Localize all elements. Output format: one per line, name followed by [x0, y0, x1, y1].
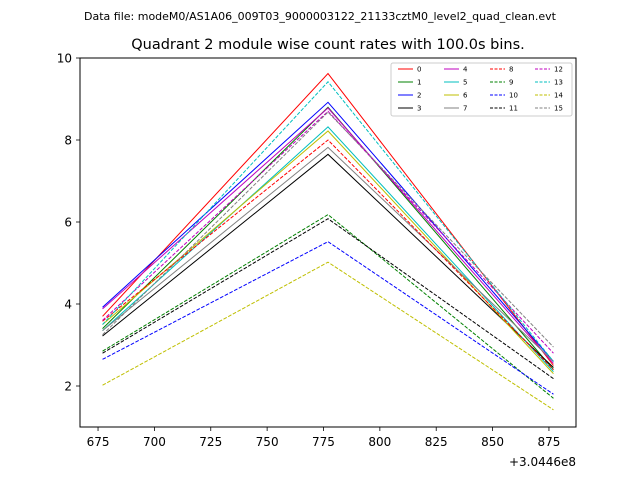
series-line-10 [102, 241, 554, 395]
x-tick-label: 700 [143, 435, 166, 449]
x-tick-label: 800 [368, 435, 391, 449]
series-line-8 [102, 139, 554, 370]
legend-label-0: 0 [417, 66, 421, 74]
legend-label-15: 15 [554, 105, 563, 113]
chart-title: Quadrant 2 module wise count rates with … [131, 37, 525, 53]
series-line-7 [102, 146, 554, 362]
legend-label-5: 5 [463, 79, 467, 87]
x-tick-label: 875 [537, 435, 560, 449]
y-tick-label: 4 [64, 298, 72, 312]
legend-label-7: 7 [463, 105, 467, 113]
legend-label-9: 9 [509, 79, 513, 87]
legend-label-1: 1 [417, 79, 421, 87]
legend-label-4: 4 [463, 66, 468, 74]
legend-label-12: 12 [554, 66, 563, 74]
y-tick-label: 8 [64, 134, 72, 148]
series-line-3 [102, 153, 554, 368]
plot-area [80, 58, 576, 427]
legend-label-6: 6 [463, 92, 468, 100]
series-line-12 [102, 110, 554, 354]
x-tick-label: 750 [256, 435, 279, 449]
series-line-9 [102, 214, 554, 399]
plot-frame [79, 57, 577, 428]
series-lines [102, 72, 554, 411]
y-tick-label: 10 [57, 52, 72, 66]
x-tick-label: 725 [199, 435, 222, 449]
series-line-4 [102, 107, 554, 364]
legend-label-11: 11 [509, 105, 518, 113]
series-line-1 [102, 106, 554, 370]
x-axis: 675 700 725 750 775 800 825 850 875 [87, 427, 560, 449]
legend-label-8: 8 [509, 66, 513, 74]
suptitle: Data file: modeM0/AS1A06_009T03_90000031… [84, 10, 557, 23]
x-tick-label: 825 [425, 435, 448, 449]
y-axis: 2 4 6 8 10 [57, 52, 80, 394]
x-tick-label: 675 [87, 435, 110, 449]
legend-label-10: 10 [509, 92, 518, 100]
y-tick-label: 6 [64, 216, 72, 230]
series-line-14 [102, 261, 554, 411]
x-tick-label: 850 [481, 435, 504, 449]
y-tick-label: 2 [64, 380, 72, 394]
x-tick-label: 775 [312, 435, 335, 449]
series-line-11 [102, 218, 554, 380]
series-line-2 [102, 101, 554, 362]
legend-box [390, 62, 573, 117]
legend-label-2: 2 [417, 92, 421, 100]
legend-label-13: 13 [554, 79, 563, 87]
x-offset-label: +3.0446e8 [509, 455, 576, 469]
legend-label-3: 3 [417, 105, 421, 113]
legend-label-14: 14 [554, 92, 563, 100]
